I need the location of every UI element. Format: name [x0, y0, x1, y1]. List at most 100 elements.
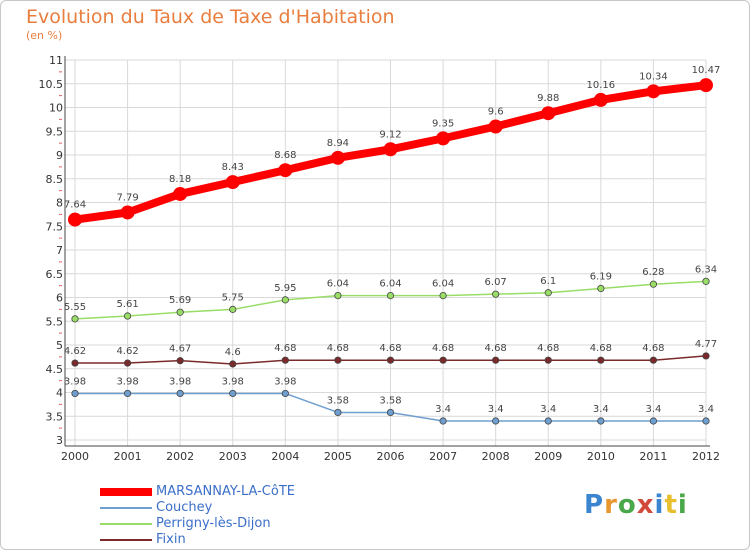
data-point — [383, 142, 398, 157]
data-point — [176, 357, 184, 365]
data-point — [71, 359, 79, 367]
y-tick-label: 4 — [56, 387, 63, 400]
y-tick-label: 5 — [56, 339, 63, 352]
data-label: 5.61 — [116, 299, 138, 310]
data-point — [702, 352, 710, 360]
logo-letter: o — [617, 490, 637, 520]
data-point — [120, 205, 135, 220]
x-tick-label: 2012 — [692, 450, 720, 463]
data-point — [229, 389, 237, 398]
data-label: 4.62 — [116, 346, 138, 357]
legend-swatch — [100, 488, 152, 496]
data-point — [439, 417, 447, 425]
data-label: 3.4 — [488, 404, 504, 415]
series — [68, 78, 713, 425]
y-tick-label: 9 — [56, 149, 63, 162]
x-tick-label: 2009 — [534, 450, 562, 463]
axes: 3 3.5 4 4.5 5 5.5 6 6.5 7 7.5 8 8.5 9 9.5 10 10.5 11 2000… — [39, 54, 721, 463]
data-label: 3.98 — [169, 376, 191, 387]
y-tick-label: 8.5 — [46, 173, 64, 186]
data-label: 4.62 — [64, 346, 86, 357]
data-label: 3.4 — [435, 404, 451, 415]
data-point — [123, 312, 132, 320]
data-point — [597, 417, 605, 425]
data-label: 6.04 — [379, 279, 401, 290]
data-point — [330, 150, 345, 165]
data-point — [597, 356, 605, 364]
legend-label: Couchey — [156, 500, 213, 515]
data-label: 4.68 — [379, 343, 401, 354]
data-label: 5.75 — [222, 292, 244, 303]
data-point — [649, 417, 658, 425]
data-point — [281, 389, 289, 398]
data-point — [334, 408, 342, 417]
data-point — [281, 296, 289, 304]
data-point — [334, 356, 342, 364]
data-label: 10.47 — [692, 65, 721, 76]
data-point — [123, 359, 132, 367]
data-point — [71, 315, 79, 323]
data-label: 7.64 — [64, 200, 86, 211]
logo-letter: x — [636, 490, 655, 520]
x-tick-label: 2000 — [61, 450, 89, 463]
data-label: 3.58 — [327, 395, 349, 406]
data-label: 4.68 — [642, 343, 664, 354]
data-point — [702, 277, 710, 285]
data-label: 10.16 — [587, 80, 616, 91]
data-label: 3.98 — [274, 376, 296, 387]
data-point — [699, 78, 713, 93]
y-tick-label: 8 — [56, 197, 63, 210]
data-point — [492, 356, 500, 364]
y-tick-label: 3.5 — [46, 410, 64, 423]
legend-label: Perrigny-lès-Dijon — [156, 516, 271, 531]
data-label: 3.4 — [593, 404, 609, 415]
data-label: 8.94 — [327, 138, 349, 149]
data-point — [176, 389, 184, 398]
x-tick-label: 2011 — [639, 450, 667, 463]
data-label: 10.34 — [639, 71, 668, 82]
data-point — [334, 291, 342, 300]
data-point — [544, 417, 552, 425]
data-label: 6.19 — [590, 271, 612, 282]
data-point — [71, 389, 79, 398]
data-label: 4.68 — [274, 343, 296, 354]
data-point — [278, 163, 293, 178]
x-tick-label: 2003 — [219, 450, 247, 463]
legend-swatch — [100, 523, 152, 525]
y-tick-label: 10 — [49, 102, 63, 115]
data-point — [386, 291, 395, 300]
y-tick-label: 6 — [56, 292, 63, 305]
data-label: 4.68 — [537, 343, 559, 354]
data-point — [544, 356, 552, 364]
data-point — [225, 175, 240, 190]
logo-letter: r — [604, 490, 618, 520]
x-tick-label: 2001 — [114, 450, 142, 463]
y-tick-label: 7.5 — [46, 220, 64, 233]
data-label: 6.07 — [485, 277, 507, 288]
data-point — [649, 356, 658, 364]
data-point — [492, 417, 500, 425]
data-point — [488, 119, 503, 134]
logo-letter: i — [677, 490, 688, 520]
data-point — [436, 131, 451, 146]
y-tick-label: 4.5 — [46, 363, 64, 376]
y-tick-label: 6.5 — [46, 268, 64, 281]
data-point — [173, 186, 188, 201]
logo-letter: i — [654, 490, 665, 520]
data-label: 3.4 — [540, 404, 556, 415]
y-tick-label: 3 — [56, 434, 63, 447]
x-tick-label: 2005 — [324, 450, 352, 463]
proxiti-logo: Proxiti — [584, 490, 688, 520]
legend-label: MARSANNAY-LA-CôTE — [156, 484, 295, 499]
y-tick-label: 11 — [49, 54, 63, 67]
data-label: 3.58 — [379, 395, 401, 406]
logo-letter: P — [584, 490, 605, 520]
data-point — [229, 305, 237, 313]
y-tick-label: 5.5 — [46, 315, 64, 328]
legend-label: Fixin — [156, 532, 186, 547]
data-point — [597, 284, 605, 293]
data-point — [68, 212, 82, 227]
data-label: 5.95 — [274, 283, 296, 294]
data-label: 9.88 — [537, 93, 559, 104]
